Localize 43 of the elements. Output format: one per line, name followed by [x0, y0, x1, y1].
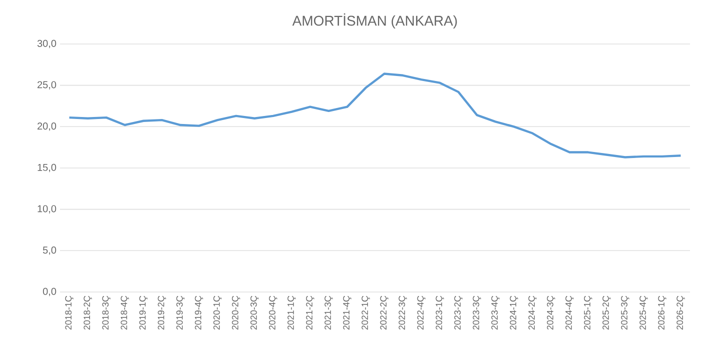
x-tick-label: 2024-4Ç [565, 296, 574, 330]
x-tick-label: 2020-4Ç [268, 296, 278, 330]
x-tick-label: 2023-1Ç [436, 296, 444, 330]
x-tick-label: 2023-2Ç [454, 296, 462, 330]
x-tick-label: 2024-3Ç [546, 296, 556, 330]
line-series [68, 72, 682, 158]
x-tick-label: 2022-1Ç [362, 296, 370, 330]
x-tick-label: 2022-4Ç [417, 296, 426, 330]
x-tick-label: 2024-1Ç [510, 296, 518, 330]
x-tick-label: 2020-3Ç [250, 296, 259, 330]
y-tick-label: 5,0 [42, 246, 56, 255]
y-tick-label: 0,0 [42, 288, 56, 296]
x-tick-label: 2021-4Ç [343, 296, 352, 330]
y-tick-label: 10,0 [38, 205, 56, 214]
x-tick-label: 2024-2Ç [528, 296, 537, 330]
x-tick-label: 2018-4Ç [120, 296, 129, 330]
x-tick-label: 2019-2Ç [158, 296, 166, 330]
x-tick-label: 2022-3Ç [398, 296, 407, 330]
y-tick-label: 20,0 [38, 122, 56, 131]
y-tick-label: 15,0 [38, 164, 56, 172]
y-tick-label: 25,0 [38, 81, 56, 90]
x-tick-label: 2020-1Ç [213, 296, 222, 330]
x-tick-label: 2019-1Ç [139, 296, 148, 330]
x-tick-label: 2025-4Ç [640, 296, 648, 330]
x-tick-label: 2026-2Ç [676, 296, 685, 330]
chart-title: AMORTİSMAN (ANKARA) [292, 13, 457, 28]
x-tick-label: 2023-4Ç [491, 296, 500, 330]
x-tick-label: 2020-2Ç [232, 296, 240, 330]
x-tick-label: 2018-1Ç [65, 296, 74, 330]
x-tick-label: 2019-4Ç [194, 296, 204, 330]
x-tick-label: 2021-1Ç [288, 296, 296, 330]
x-tick-label: 2026-1Ç [658, 296, 666, 330]
x-tick-label: 2018-3Ç [102, 296, 110, 330]
y-tick-label: 30,0 [37, 40, 56, 48]
x-tick-label: 2022-2Ç [380, 296, 388, 330]
x-tick-label: 2018-2Ç [84, 296, 92, 330]
x-tick-label: 2025-2Ç [602, 296, 611, 330]
x-tick-label: 2021-3Ç [324, 296, 333, 330]
x-tick-label: 2023-3Ç [472, 296, 482, 330]
x-tick-label: 2019-3Ç [176, 296, 185, 330]
x-tick-label: 2025-1Ç [584, 296, 592, 330]
x-tick-label: 2021-2Ç [306, 296, 314, 330]
x-tick-label: 2025-3Ç [621, 296, 630, 330]
